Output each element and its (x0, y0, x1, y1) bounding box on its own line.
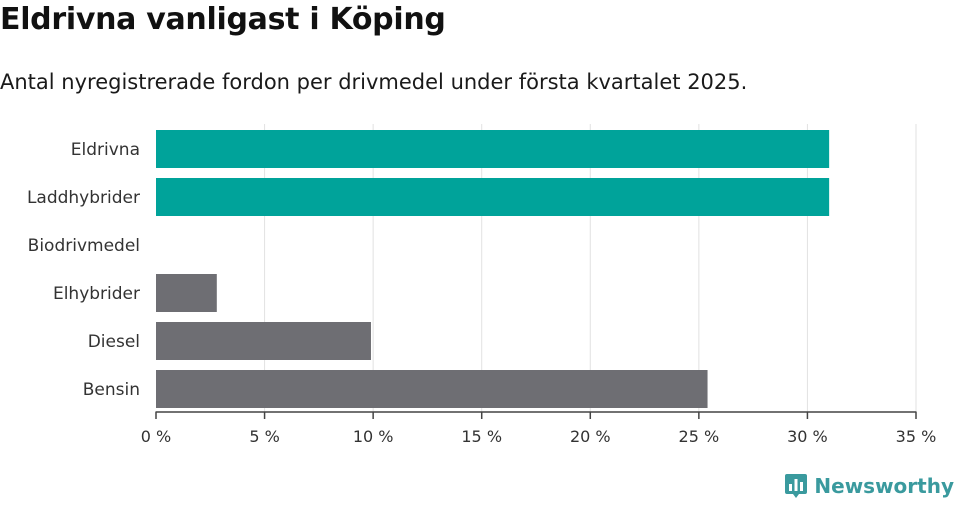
x-tick-label: 35 % (896, 427, 937, 446)
newsworthy-logo[interactable]: Newsworthy (784, 473, 954, 499)
bar-bensin (156, 370, 708, 408)
brand-name: Newsworthy (814, 474, 954, 498)
bar-eldrivna (156, 130, 830, 168)
x-axis: 0 % 5 % 10 % 15 % 20 % 25 % 30 % 35 % (141, 411, 937, 446)
x-tick-label: 30 % (787, 427, 828, 446)
bar-laddhybrider (156, 178, 830, 216)
chart-subtitle: Antal nyregistrerade fordon per drivmede… (0, 70, 748, 94)
bars (156, 130, 830, 408)
category-label: Bensin (83, 380, 140, 400)
newsworthy-logo-icon (785, 474, 808, 498)
bar-elhybrider (156, 274, 217, 312)
x-tick-label: 5 % (249, 427, 279, 446)
x-tick-label: 20 % (570, 427, 611, 446)
category-label: Eldrivna (71, 140, 140, 160)
bar-diesel (156, 322, 371, 360)
category-labels: Eldrivna Laddhybrider Biodrivmedel Elhybrid… (27, 140, 140, 400)
category-label: Laddhybrider (27, 188, 140, 208)
x-tick-label: 25 % (679, 427, 720, 446)
category-label: Biodrivmedel (28, 236, 140, 256)
gridlines (264, 124, 917, 412)
category-label: Elhybrider (53, 284, 140, 304)
chart-title: Eldrivna vanligast i Köping (0, 2, 446, 37)
x-tick-label: 0 % (141, 427, 171, 446)
x-tick-label: 15 % (461, 427, 502, 446)
category-label: Diesel (88, 332, 140, 352)
x-tick-label: 10 % (353, 427, 394, 446)
